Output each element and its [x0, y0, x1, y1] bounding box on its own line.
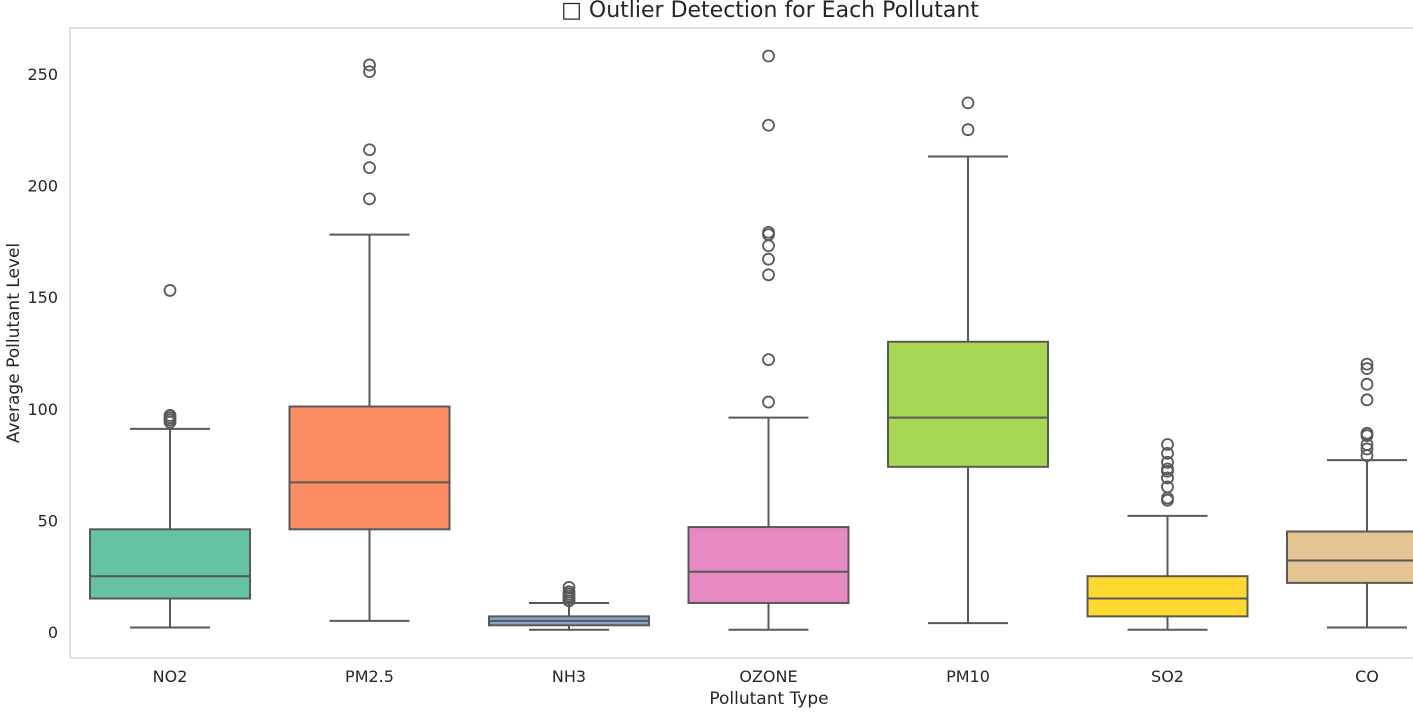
outlier-point — [762, 239, 775, 253]
outlier-point — [1161, 446, 1174, 460]
x-axis-label: Pollutant Type — [709, 689, 828, 709]
outlier-point — [762, 118, 775, 132]
y-tick-label: 50 — [38, 511, 58, 530]
box-pm2-5 — [288, 58, 451, 622]
y-tick-label: 200 — [27, 177, 58, 196]
outlier-point — [363, 192, 376, 206]
outlier-point — [363, 143, 376, 157]
y-axis-label: Average Pollutant Level — [4, 243, 24, 443]
outlier-point — [1360, 362, 1374, 375]
box-co — [1286, 357, 1413, 629]
x-tick-label: SO2 — [1151, 667, 1184, 686]
outlier-point — [363, 58, 376, 72]
outlier-point — [562, 585, 576, 599]
outlier-point — [163, 284, 177, 297]
iqr-box — [1286, 530, 1413, 584]
outlier-point — [762, 268, 775, 282]
box-pm10 — [887, 96, 1049, 625]
y-ticks: 0 50 100 150 200 250 — [27, 65, 58, 642]
outlier-point — [1360, 426, 1374, 440]
x-tick-label: NH3 — [552, 667, 586, 686]
iqr-box — [687, 526, 850, 604]
plot-area — [89, 49, 1413, 631]
outlier-point — [1161, 480, 1174, 494]
iqr-box — [887, 340, 1049, 468]
box-nh3 — [488, 580, 650, 631]
y-tick-label: 150 — [27, 288, 58, 307]
outlier-point — [1360, 393, 1374, 407]
x-tick-label: PM10 — [946, 667, 990, 686]
y-tick-label: 250 — [27, 65, 58, 84]
x-tick-label: PM2.5 — [345, 667, 394, 686]
outlier-point — [363, 65, 376, 79]
box-ozone — [687, 49, 850, 631]
x-tick-label: OZONE — [739, 667, 797, 686]
outlier-point — [1161, 471, 1174, 485]
iqr-box — [1086, 575, 1249, 618]
iqr-box — [89, 528, 251, 600]
outlier-point — [762, 353, 775, 367]
outlier-point — [1360, 357, 1374, 371]
outlier-point — [1161, 438, 1174, 451]
outlier-point — [961, 96, 975, 110]
chart-title: □ Outlier Detection for Each Pollutant — [561, 0, 979, 23]
outlier-point — [163, 409, 177, 422]
y-tick-label: 0 — [48, 623, 58, 642]
outlier-point — [562, 580, 576, 594]
y-tick-label: 100 — [27, 400, 58, 419]
outlier-point — [1360, 442, 1374, 456]
box-no2 — [89, 284, 251, 629]
outlier-point — [961, 123, 975, 137]
outlier-point — [1161, 455, 1174, 469]
outlier-point — [762, 225, 775, 239]
x-ticks: NO2 PM2.5 NH3 OZONE PM10 SO2 CO — [153, 667, 1379, 686]
outlier-point — [1161, 462, 1174, 476]
iqr-box — [288, 405, 451, 531]
outlier-point — [762, 49, 775, 63]
outlier-point — [363, 161, 376, 175]
outlier-point — [1360, 377, 1374, 391]
outlier-point — [762, 252, 775, 266]
x-tick-label: NO2 — [153, 667, 188, 686]
box-so2 — [1086, 438, 1249, 631]
outlier-point — [762, 395, 775, 409]
x-tick-label: CO — [1355, 667, 1379, 686]
